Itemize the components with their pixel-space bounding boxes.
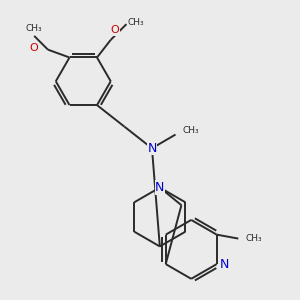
Text: CH₃: CH₃	[246, 234, 262, 243]
Text: CH₃: CH₃	[128, 18, 145, 27]
Text: N: N	[147, 142, 157, 155]
Text: O: O	[110, 25, 119, 35]
Text: O: O	[30, 43, 39, 53]
Text: N: N	[155, 181, 164, 194]
Text: CH₃: CH₃	[183, 126, 200, 135]
Text: CH₃: CH₃	[26, 24, 43, 33]
Text: N: N	[147, 142, 157, 155]
Text: N: N	[220, 258, 229, 271]
